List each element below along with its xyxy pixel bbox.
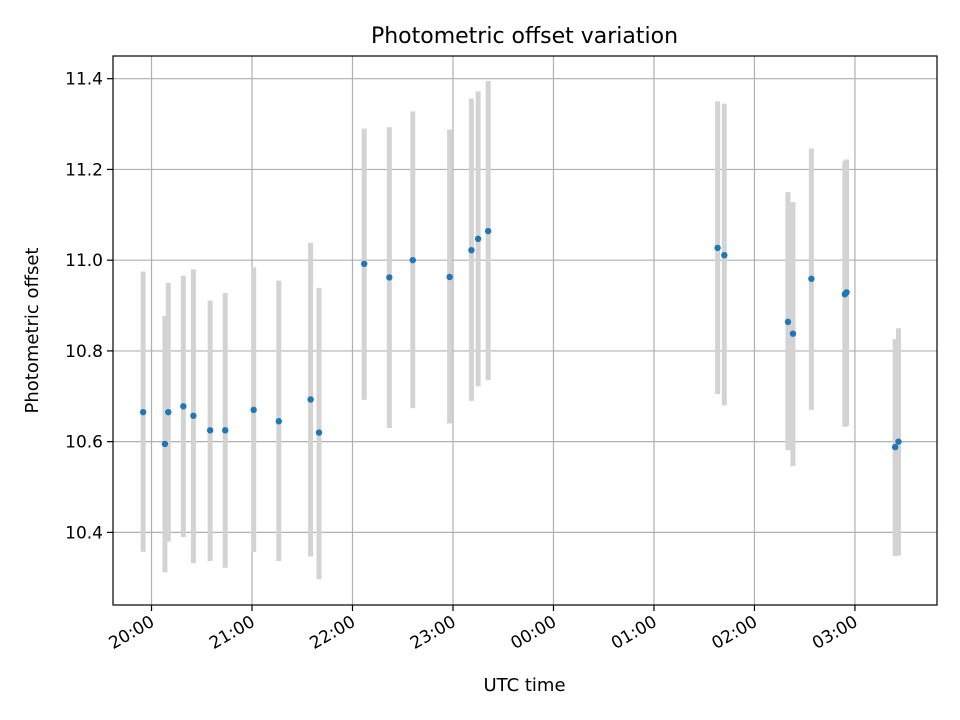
plot-frame <box>112 55 938 606</box>
data-point <box>307 396 314 403</box>
data-point <box>784 318 792 326</box>
data-point <box>206 427 214 434</box>
data-point <box>468 246 475 254</box>
data-point <box>315 429 323 436</box>
y-tick-label: 10.8 <box>65 342 103 362</box>
data-point <box>222 427 229 434</box>
data-point <box>250 406 257 414</box>
data-point <box>474 235 482 243</box>
y-tick-label: 11.2 <box>65 160 103 180</box>
data-point <box>721 251 728 259</box>
y-tick-label: 11.4 <box>65 70 103 90</box>
data-point <box>714 244 721 252</box>
data-point <box>386 274 393 281</box>
data-point <box>808 275 815 282</box>
data-point <box>275 418 283 425</box>
data-point <box>789 330 797 337</box>
data-point <box>165 408 172 416</box>
data-point <box>891 443 899 451</box>
x-axis-label: UTC time <box>483 675 565 696</box>
y-axis-ticks: 10.4 10.6 10.8 11.0 11.2 11.4 <box>65 70 113 543</box>
data-point <box>843 289 850 296</box>
data-point <box>409 256 416 264</box>
data-point <box>139 408 147 416</box>
data-points <box>139 227 902 451</box>
y-tick-label: 11.0 <box>65 251 103 271</box>
data-point <box>446 273 453 281</box>
data-point <box>361 260 368 268</box>
data-point <box>161 440 169 448</box>
grid <box>113 56 937 605</box>
data-point <box>190 412 197 419</box>
data-point <box>484 227 492 235</box>
chart-title: Photometric offset variation <box>371 24 678 49</box>
y-axis-label: Photometric offset <box>22 248 43 414</box>
y-tick-label: 10.4 <box>65 523 103 543</box>
y-tick-label: 10.6 <box>65 433 103 453</box>
data-point <box>895 438 902 445</box>
data-point <box>180 403 187 410</box>
